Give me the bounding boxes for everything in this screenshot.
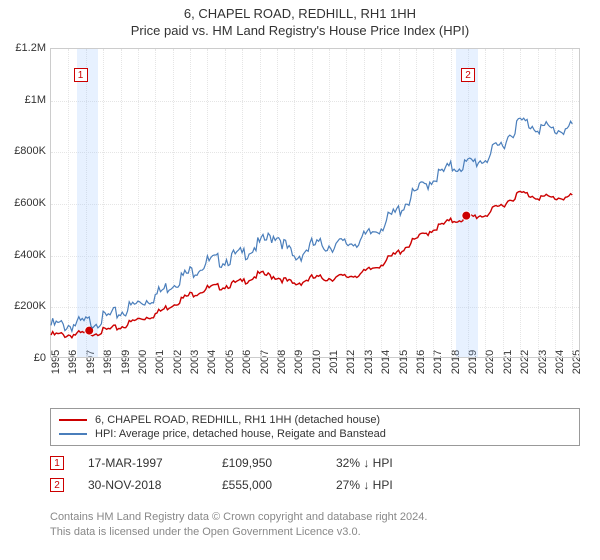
sale-marker-dot — [462, 211, 471, 220]
sale-row-price: £109,950 — [222, 456, 312, 470]
title-block: 6, CHAPEL ROAD, REDHILL, RH1 1HH Price p… — [0, 0, 600, 38]
footer-attribution: Contains HM Land Registry data © Crown c… — [50, 510, 580, 540]
legend-swatch — [59, 419, 87, 421]
sale-row: 2 30-NOV-2018 £555,000 27% ↓ HPI — [50, 474, 580, 496]
sale-row: 1 17-MAR-1997 £109,950 32% ↓ HPI — [50, 452, 580, 474]
y-tick-label: £200K — [14, 300, 46, 312]
sale-band-label: 2 — [461, 68, 475, 82]
footer-line1: Contains HM Land Registry data © Crown c… — [50, 510, 580, 525]
title-address: 6, CHAPEL ROAD, REDHILL, RH1 1HH — [0, 6, 600, 21]
y-tick-label: £1M — [25, 94, 46, 106]
sale-row-price: £555,000 — [222, 478, 312, 492]
footer-line2: This data is licensed under the Open Gov… — [50, 525, 580, 540]
series-hpi — [51, 118, 572, 331]
legend-row: HPI: Average price, detached house, Reig… — [59, 427, 571, 441]
line-plot — [51, 49, 579, 357]
sale-row-delta: 27% ↓ HPI — [336, 478, 436, 492]
title-subtitle: Price paid vs. HM Land Registry's House … — [0, 23, 600, 38]
y-tick-label: £600K — [14, 197, 46, 209]
sale-row-number: 2 — [50, 478, 64, 492]
legend-swatch — [59, 433, 87, 435]
figure-container: 6, CHAPEL ROAD, REDHILL, RH1 1HH Price p… — [0, 0, 600, 560]
sales-table: 1 17-MAR-1997 £109,950 32% ↓ HPI 2 30-NOV-201… — [50, 452, 580, 496]
y-tick-label: £0 — [34, 352, 46, 364]
y-tick-label: £800K — [14, 145, 46, 157]
legend-label: HPI: Average price, detached house, Reig… — [95, 428, 386, 440]
legend-label: 6, CHAPEL ROAD, REDHILL, RH1 1HH (detach… — [95, 414, 380, 426]
sale-row-date: 17-MAR-1997 — [88, 456, 198, 470]
sale-band-label: 1 — [74, 68, 88, 82]
legend: 6, CHAPEL ROAD, REDHILL, RH1 1HH (detach… — [50, 408, 580, 446]
y-tick-label: £400K — [14, 249, 46, 261]
sale-row-delta: 32% ↓ HPI — [336, 456, 436, 470]
chart-area: 12 — [50, 48, 580, 358]
sale-row-date: 30-NOV-2018 — [88, 478, 198, 492]
legend-row: 6, CHAPEL ROAD, REDHILL, RH1 1HH (detach… — [59, 413, 571, 427]
y-tick-label: £1.2M — [15, 42, 46, 54]
series-property — [51, 191, 572, 337]
sale-row-number: 1 — [50, 456, 64, 470]
